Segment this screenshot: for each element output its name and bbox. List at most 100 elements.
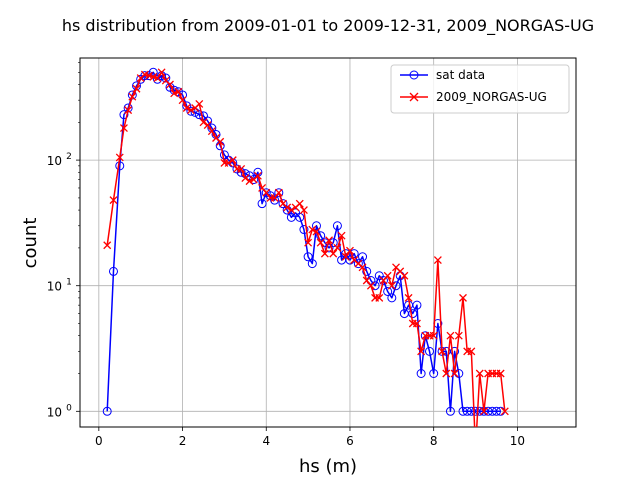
data-point — [459, 293, 467, 302]
data-point — [387, 293, 397, 303]
data-point — [132, 84, 141, 93]
data-point — [438, 347, 447, 356]
data-point — [479, 407, 488, 416]
data-point — [249, 175, 259, 185]
data-point — [412, 300, 422, 310]
data-point — [194, 110, 204, 120]
data-point — [278, 199, 288, 209]
data-point — [332, 221, 342, 231]
data-point — [429, 368, 439, 378]
data-point — [287, 206, 296, 215]
data-point — [307, 259, 317, 269]
data-point — [349, 249, 359, 259]
data-point — [353, 259, 363, 269]
data-point — [295, 212, 305, 222]
data-point — [195, 99, 204, 108]
data-point — [216, 137, 225, 146]
data-point — [108, 266, 118, 276]
chart-title: hs distribution from 2009-01-01 to 2009-… — [62, 16, 594, 36]
data-point — [383, 286, 393, 296]
data-point — [366, 281, 375, 290]
x-tick-label: 10 — [510, 434, 525, 448]
data-point — [161, 73, 171, 83]
data-point — [253, 171, 262, 180]
data-point — [491, 406, 501, 416]
data-point — [303, 252, 313, 262]
data-point — [262, 188, 271, 197]
data-point — [337, 231, 346, 240]
data-point — [362, 276, 371, 285]
data-point — [274, 188, 283, 197]
data-point — [341, 252, 350, 261]
data-point — [153, 74, 162, 83]
data-point — [115, 153, 124, 162]
data-point — [237, 165, 246, 173]
legend-label-norgas: 2009_NORGAS-UG — [436, 90, 547, 104]
data-point — [358, 252, 368, 262]
data-point — [295, 199, 304, 208]
data-point — [257, 199, 267, 209]
data-point — [170, 89, 179, 98]
data-point — [467, 347, 476, 356]
x-axis-ticks: 0 2 4 6 8 10 — [95, 427, 525, 448]
data-point — [375, 293, 384, 302]
data-point — [358, 263, 367, 272]
data-point — [124, 106, 133, 115]
data-point — [445, 406, 455, 416]
x-tick-label: 6 — [346, 434, 354, 448]
x-tick-label: 0 — [95, 434, 103, 448]
x-tick-label: 2 — [179, 434, 187, 448]
y-tick-label: 10 — [47, 154, 62, 168]
data-point — [404, 293, 413, 302]
data-point — [500, 407, 509, 416]
data-point — [325, 236, 334, 245]
data-point — [362, 266, 372, 276]
data-point — [304, 238, 313, 247]
data-point — [312, 227, 321, 236]
x-tick-label: 4 — [262, 434, 270, 448]
data-point — [109, 196, 118, 205]
data-point — [442, 369, 451, 378]
data-point — [245, 177, 254, 186]
data-point — [472, 446, 479, 453]
legend-marker-sat-data — [409, 70, 419, 80]
data-point — [450, 346, 460, 356]
data-point — [102, 406, 112, 416]
data-point — [166, 80, 174, 89]
legend-box — [390, 64, 570, 114]
data-point — [425, 346, 435, 356]
data-point — [475, 369, 484, 378]
data-point — [186, 106, 196, 116]
x-tick-label: 8 — [430, 434, 438, 448]
y-axis-ticks: 10 0 10 1 10 2 — [47, 62, 80, 419]
data-point — [119, 124, 128, 133]
data-point — [316, 238, 325, 247]
y-tick-label: 10 — [47, 405, 62, 419]
data-point — [203, 121, 212, 130]
data-point — [429, 331, 438, 340]
data-point — [387, 281, 396, 290]
legend-label-sat-data: sat data — [436, 68, 485, 82]
data-point — [446, 331, 455, 340]
data-point — [412, 319, 421, 328]
data-point — [274, 188, 284, 198]
data-point — [308, 225, 317, 234]
y-tick-label: 10 — [47, 280, 62, 294]
data-point — [128, 92, 137, 101]
data-point — [329, 249, 338, 258]
legend-marker-norgas — [409, 92, 419, 102]
data-point — [199, 118, 208, 127]
data-point — [400, 271, 409, 280]
data-point — [119, 110, 129, 120]
grid — [80, 58, 576, 427]
data-point — [383, 271, 392, 280]
data-point — [417, 347, 426, 356]
series-line — [106, 71, 501, 413]
series-layer — [102, 67, 509, 453]
data-point — [408, 309, 418, 319]
data-point — [311, 221, 321, 231]
data-point — [174, 87, 183, 96]
series-norgas — [103, 68, 509, 453]
data-point — [157, 68, 166, 77]
